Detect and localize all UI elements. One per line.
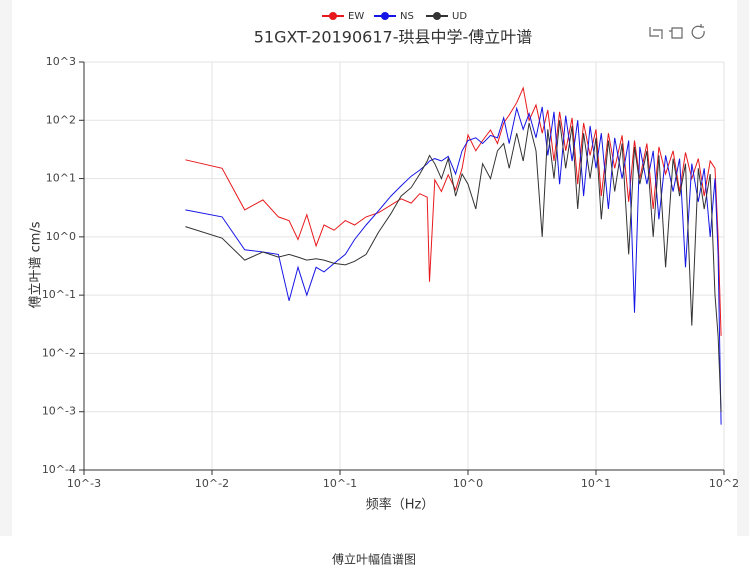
y-tick-label: 10^1	[46, 172, 76, 185]
legend-marker	[433, 12, 441, 20]
x-tick-label: 10^2	[709, 477, 739, 490]
x-tick-label: 10^0	[453, 477, 483, 490]
y-tick-label: 10^0	[46, 230, 76, 243]
y-tick-label: 10^2	[46, 113, 76, 126]
series-line	[185, 86, 722, 336]
zoom-icon[interactable]	[649, 27, 663, 39]
y-tick-label: 10^-1	[42, 288, 76, 301]
chart-title: 51GXT-20190617-珙县中学-傅立叶谱	[254, 28, 533, 47]
refresh-icon[interactable]	[691, 24, 705, 39]
legend-label: EW	[348, 11, 364, 22]
legend-marker	[329, 12, 337, 20]
legend-label: NS	[400, 11, 414, 22]
y-tick-label: 10^3	[46, 55, 76, 68]
y-tick-label: 10^-3	[42, 405, 76, 418]
x-tick-label: 10^-3	[67, 477, 101, 490]
legend-marker	[381, 12, 389, 20]
x-tick-label: 10^-1	[323, 477, 357, 490]
legend-label: UD	[452, 11, 467, 22]
x-axis-label: 频率（Hz）	[366, 497, 435, 513]
x-tick-label: 10^-2	[195, 477, 229, 490]
caption: 傅立叶幅值谱图	[332, 552, 416, 567]
y-tick-label: 10^-4	[42, 463, 76, 476]
chart-background	[12, 0, 737, 536]
toolbox[interactable]	[649, 24, 705, 39]
y-tick-label: 10^-2	[42, 346, 76, 359]
y-axis-label: 傅立叶谱 cm/s	[29, 221, 44, 308]
x-tick-label: 10^1	[581, 477, 611, 490]
series-line	[185, 106, 722, 425]
series-line	[185, 120, 722, 412]
restore-icon[interactable]	[669, 27, 683, 39]
